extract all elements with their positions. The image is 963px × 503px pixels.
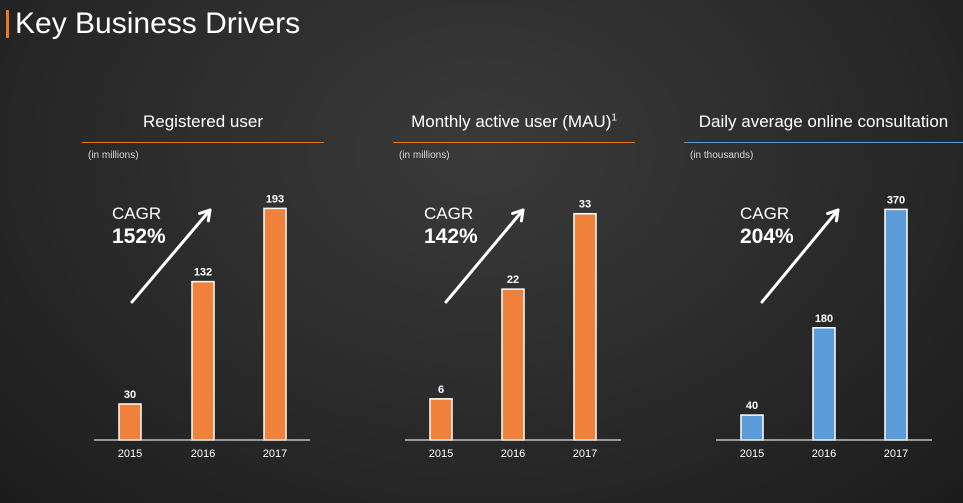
chart-panel-daily-consultation: Daily average online consultation (in th… (684, 100, 963, 500)
bar-2017 (263, 207, 287, 441)
chart-title: Daily average online consultation (684, 112, 963, 132)
x-tick-label-2015: 2015 (740, 448, 764, 460)
chart-title: Registered user (82, 112, 324, 132)
bar-chart: 6 2015 22 2016 33 2017 (405, 199, 621, 460)
trend-arrow-head (198, 208, 212, 223)
page-title: Key Business Drivers (15, 7, 301, 40)
cagr-label: CAGR (740, 204, 790, 223)
data-label-2017: 370 (887, 194, 905, 206)
data-label-2016: 180 (815, 313, 833, 325)
x-tick-label-2015: 2015 (118, 448, 142, 460)
data-label-2017: 193 (266, 193, 284, 205)
trend-arrow-shaft (444, 208, 525, 304)
cagr-label: CAGR (112, 204, 162, 223)
chart-unit-label: (in millions) (399, 150, 450, 161)
bar-2015 (429, 398, 453, 441)
x-tick-label-2016: 2016 (191, 448, 215, 460)
bar-2017 (573, 212, 597, 441)
x-tick-label-2017: 2017 (573, 448, 597, 460)
bar-2015 (118, 403, 142, 441)
trend-arrow-shaft (760, 208, 840, 304)
chart-unit-label: (in millions) (88, 150, 139, 161)
data-label-2016: 132 (194, 267, 212, 279)
x-tick-label-2016: 2016 (501, 448, 525, 460)
chart-title-rule (684, 142, 963, 143)
bar-2017 (884, 208, 908, 441)
x-tick-label-2017: 2017 (263, 448, 287, 460)
x-tick-label-2017: 2017 (884, 448, 908, 460)
chart-title: Monthly active user (MAU)1 (393, 112, 635, 132)
x-tick-label-2015: 2015 (429, 448, 453, 460)
page-header: Key Business Drivers (6, 6, 300, 42)
trend-arrow-head (511, 208, 525, 223)
cagr-value: 142% (424, 225, 478, 248)
chart-title-rule (393, 142, 635, 143)
chart-title-rule (82, 142, 324, 143)
cagr-annotation: CAGR 142% (424, 204, 478, 250)
chart-panel-monthly-active-user: Monthly active user (MAU)1 (in millions)… (393, 100, 635, 500)
bar-chart: 40 2015 180 2016 370 2017 (716, 194, 932, 460)
cagr-label: CAGR (424, 204, 474, 223)
title-accent-bar (6, 10, 9, 38)
data-label-2015: 30 (124, 389, 136, 401)
data-label-2015: 6 (438, 384, 444, 396)
trend-arrow-head (826, 208, 840, 223)
data-label-2017: 33 (579, 199, 591, 211)
cagr-value: 204% (740, 225, 794, 248)
cagr-annotation: CAGR 204% (740, 204, 794, 250)
x-tick-label-2016: 2016 (812, 448, 836, 460)
bar-chart: 30 2015 132 2016 193 2017 (94, 193, 310, 460)
bar-2016 (812, 327, 836, 441)
chart-panel-registered-user: Registered user (in millions) CAGR 152% … (82, 100, 324, 500)
chart-title-footnote: 1 (611, 112, 617, 124)
bar-2015 (740, 414, 764, 441)
data-label-2015: 40 (746, 400, 758, 412)
cagr-annotation: CAGR 152% (112, 204, 166, 250)
data-label-2016: 22 (507, 274, 519, 286)
chart-title-text: Registered user (142, 112, 263, 131)
chart-unit-label: (in thousands) (690, 150, 754, 161)
trend-arrow-shaft (130, 208, 212, 304)
bar-2016 (501, 288, 525, 441)
bar-2016 (191, 280, 215, 441)
chart-title-text: Monthly active user (MAU) (411, 112, 612, 131)
cagr-value: 152% (112, 225, 166, 248)
chart-title-text: Daily average online consultation (698, 112, 949, 131)
